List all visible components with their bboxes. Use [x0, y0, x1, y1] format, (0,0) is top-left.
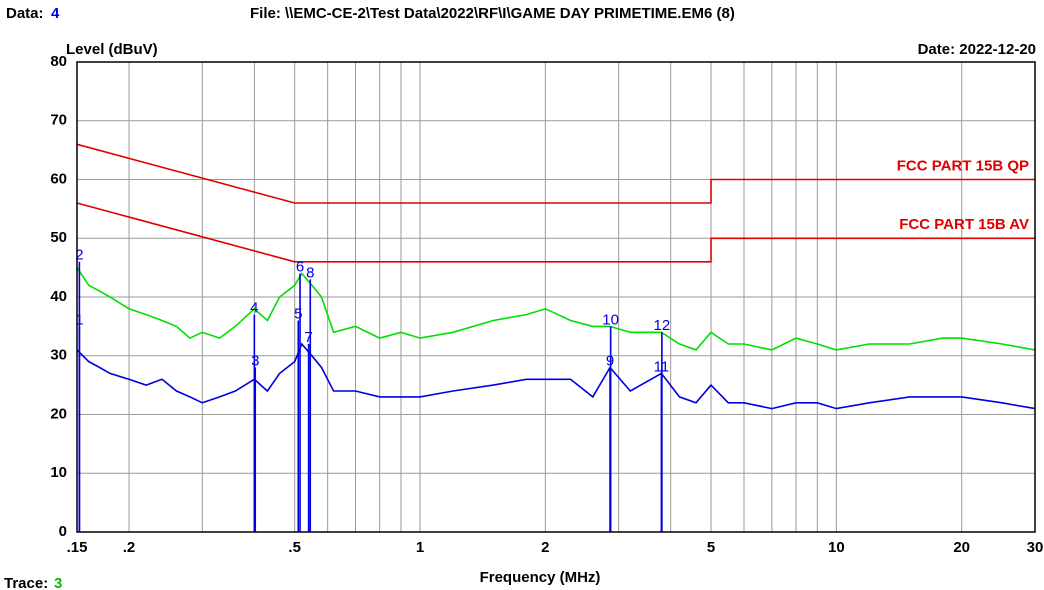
x-tick-label: 1 — [416, 539, 424, 556]
marker-label: 4 — [250, 300, 258, 317]
x-tick-label: 30 — [1027, 539, 1044, 556]
x-tick-label: .5 — [288, 539, 301, 556]
x-tick-label: .2 — [123, 539, 136, 556]
marker-label: 12 — [654, 317, 671, 334]
trace-value: 3 — [54, 575, 62, 590]
file-path: File: \\EMC-CE-2\Test Data\2022\RF\I\GAM… — [250, 5, 735, 22]
y-tick-label: 30 — [50, 347, 67, 364]
data-label: Data: — [6, 5, 44, 22]
marker-label: 5 — [294, 305, 302, 322]
y-tick-label: 80 — [50, 53, 67, 70]
x-tick-label: .15 — [67, 539, 88, 556]
y-tick-label: 20 — [50, 405, 67, 422]
y-tick-label: 70 — [50, 112, 67, 129]
x-tick-label: 10 — [828, 539, 845, 556]
marker-label: 6 — [296, 258, 304, 275]
trace-label: Trace: — [4, 575, 48, 590]
data-value: 4 — [51, 5, 60, 22]
marker-label: 2 — [75, 247, 83, 264]
x-tick-label: 5 — [707, 539, 715, 556]
marker-label: 7 — [304, 329, 312, 346]
x-tick-label: 2 — [541, 539, 549, 556]
y-tick-label: 0 — [59, 523, 67, 540]
plot-frame — [76, 61, 1036, 533]
y-tick-label: 60 — [50, 170, 67, 187]
y-tick-label: 40 — [50, 288, 67, 305]
y-tick-label: 50 — [50, 229, 67, 246]
trace-line — [76, 342, 1036, 410]
limit-label: FCC PART 15B QP — [897, 157, 1029, 174]
marker-label: 8 — [306, 264, 314, 281]
marker-label: 3 — [251, 352, 259, 369]
y-axis-label: Level (dBuV) — [66, 41, 158, 58]
limit-line — [76, 202, 1035, 263]
date: Date: 2022-12-20 — [918, 41, 1036, 58]
marker-label: 10 — [602, 311, 619, 328]
limit-label: FCC PART 15B AV — [899, 216, 1029, 233]
x-tick-label: 20 — [953, 539, 970, 556]
x-axis-label: Frequency (MHz) — [480, 569, 601, 586]
trace-line — [76, 267, 1036, 351]
limit-line — [76, 143, 1035, 204]
y-tick-label: 10 — [50, 464, 67, 481]
